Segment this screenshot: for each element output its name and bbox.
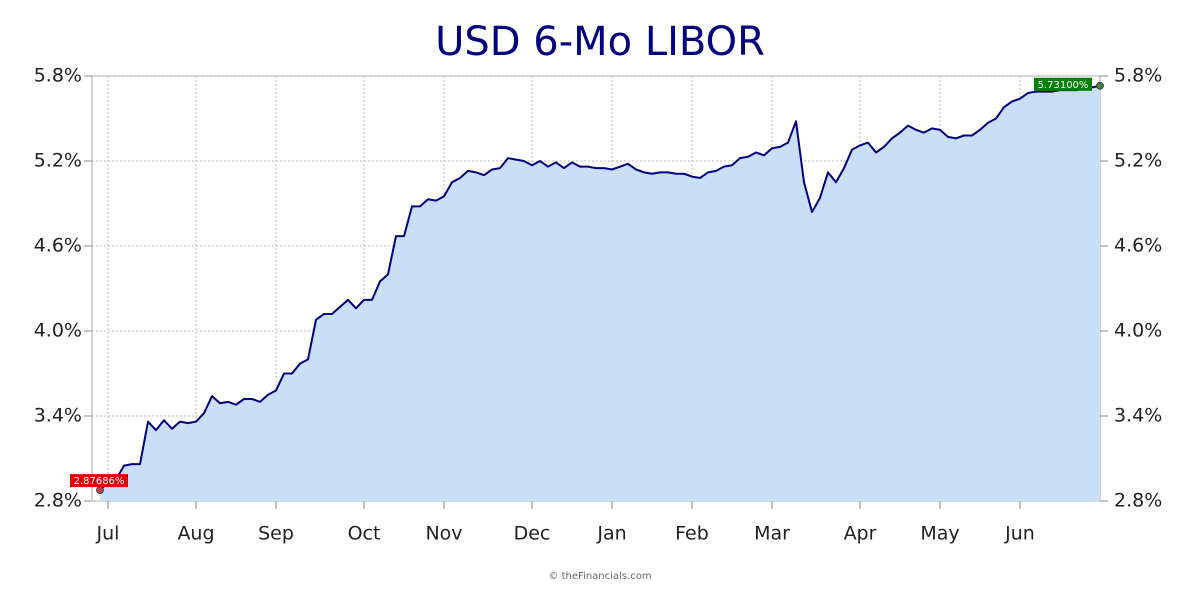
x-tick-label: Mar (754, 523, 790, 545)
y2-tick-label: 4.0% (1114, 320, 1162, 342)
y2-tick-label: 2.8% (1114, 490, 1162, 512)
value-label: 2.87686% (74, 476, 125, 487)
y-tick-label: 3.4% (34, 405, 82, 427)
y-tick-label: 4.0% (34, 320, 82, 342)
area (100, 85, 1100, 502)
end-point (1096, 81, 1104, 90)
x-tick-label: Oct (348, 523, 381, 545)
y-tick-label: 2.8% (34, 490, 82, 512)
y2-tick-label: 3.4% (1114, 405, 1162, 427)
x-tick-label: Sep (258, 523, 294, 545)
x-tick-label: Aug (177, 523, 214, 545)
chart-title: USD 6-Mo LIBOR (435, 19, 765, 65)
x-tick-label: Feb (675, 523, 709, 545)
y2-tick-label: 5.8% (1114, 65, 1162, 87)
value-label-box (70, 474, 128, 488)
y2-tick-label: 4.6% (1114, 235, 1162, 257)
line (99, 84, 1101, 491)
end-point (96, 486, 104, 495)
x-tick-label: Nov (425, 523, 462, 545)
value-label: 5.73100% (1038, 80, 1089, 91)
x-tick-label: Dec (514, 523, 551, 545)
x-tick-label: Jun (1004, 523, 1035, 545)
x-tick-label: Jul (96, 523, 120, 545)
y-tick-label: 5.8% (34, 65, 82, 87)
y-tick-label: 4.6% (34, 235, 82, 257)
x-tick-label: Apr (844, 523, 877, 545)
source: © theFinancials.com (548, 571, 651, 582)
value-label-box (1034, 77, 1092, 91)
y-tick-label: 5.2% (34, 150, 82, 172)
y2-tick-label: 5.2% (1114, 150, 1162, 172)
x-tick-label: Jan (596, 523, 626, 545)
x-tick-label: May (920, 523, 959, 545)
